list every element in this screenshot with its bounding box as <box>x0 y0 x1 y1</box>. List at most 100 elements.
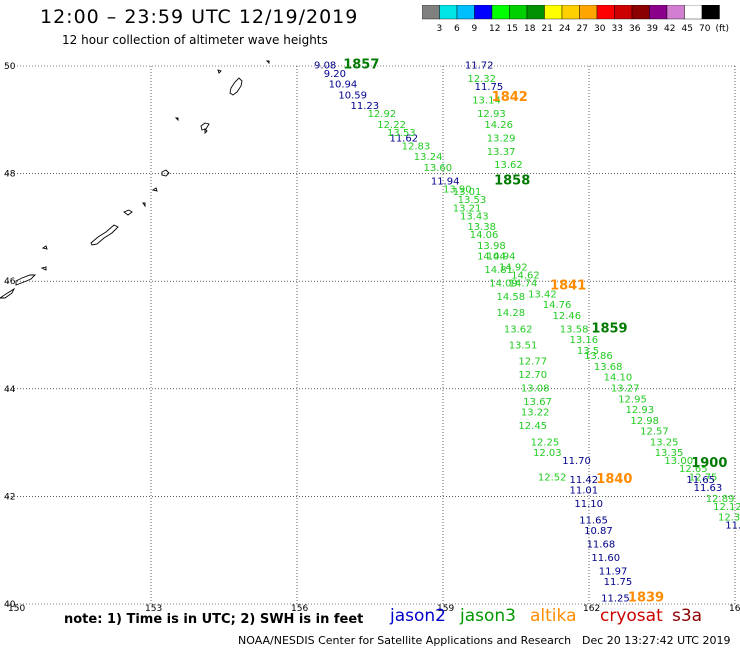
wave-height-value: 13.24 <box>414 152 443 163</box>
wave-height-value: 11.62 <box>389 133 418 144</box>
wave-height-value: 12.65 <box>679 464 708 475</box>
wave-height-value: 11.65 <box>686 475 715 486</box>
wave-height-value: 13.29 <box>487 133 516 144</box>
wave-height-value: 13.90 <box>443 184 472 195</box>
chart-subtitle: 12 hour collection of altimeter wave hei… <box>62 33 328 47</box>
satellite-legend-s3a: s3a <box>672 606 703 626</box>
wave-height-value: 11.42 <box>570 475 599 486</box>
wave-height-value: 12.98 <box>630 416 659 427</box>
island-shape <box>161 169 170 177</box>
island-shape <box>174 117 179 122</box>
wave-height-value: 13.37 <box>487 147 516 158</box>
wave-height-value: 12.52 <box>538 472 567 483</box>
y-tick-label: 46 <box>4 277 16 287</box>
island-shape <box>15 274 37 286</box>
wave-height-value: 12.75 <box>689 472 718 483</box>
wave-height-value: 12.46 <box>553 311 582 322</box>
wave-height-value: 14.04 <box>477 252 506 263</box>
pass-time-label: 1840 <box>596 472 632 487</box>
units-note: note: 1) Time is in UTC; 2) SWH is in fe… <box>64 612 364 627</box>
wave-height-value: 11.72 <box>465 61 494 72</box>
colorbar-tick-label: 6 <box>454 24 460 34</box>
wave-height-value: 12.37 <box>718 513 740 524</box>
wave-height-value: 13.98 <box>477 241 506 252</box>
wave-height-value: 13.62 <box>504 324 533 335</box>
wave-height-value: 14.10 <box>604 373 633 384</box>
wave-height-value: 9.20 <box>324 69 346 80</box>
island-shape <box>90 224 119 246</box>
wave-height-value: 13.14 <box>472 96 501 107</box>
y-tick-label: 40 <box>4 600 16 610</box>
island-shape <box>204 127 208 135</box>
wave-height-value: 11.70 <box>562 456 591 467</box>
satellite-legend-altika: altika <box>530 606 577 626</box>
colorbar-tick-label: 30 <box>594 24 606 34</box>
wave-height-value: 12.25 <box>531 437 560 448</box>
wave-height-tracks: 9.089.2010.9410.5911.2311.6211.9412.9212… <box>314 61 740 605</box>
wave-height-value: 12.70 <box>518 370 547 381</box>
island-shape <box>41 245 48 250</box>
wave-height-value: 10.87 <box>584 526 613 537</box>
wave-height-value: 14.74 <box>509 279 538 290</box>
colorbar-unit-label: (ft) <box>716 24 730 34</box>
wave-height-value: 11.01 <box>570 486 599 497</box>
wave-height-value: 13.08 <box>521 383 550 394</box>
wave-height-value: 14.62 <box>511 271 540 282</box>
wave-height-value: 14.58 <box>497 292 526 303</box>
wave-height-value: 13.42 <box>528 289 557 300</box>
wave-height-value: 12.93 <box>626 405 655 416</box>
wave-height-value: 14.81 <box>484 265 513 276</box>
pass-time-labels: 1857 1842 1858 1841 1859 1900 1840 1839 <box>343 58 727 606</box>
island-shape <box>200 122 210 131</box>
wave-height-value: 11.10 <box>574 499 603 510</box>
wave-height-value: 11.75 <box>475 82 504 93</box>
chart-title: 12:00 – 23:59 UTC 12/19/2019 <box>40 6 359 28</box>
wave-height-value: 11.75 <box>604 577 633 588</box>
pass-time-label: 1900 <box>691 456 727 471</box>
wave-height-value: 11.25 <box>601 593 630 604</box>
wave-height-value: 12.95 <box>618 394 647 405</box>
wave-height-value: 13.60 <box>424 163 453 174</box>
wave-height-value: 13.38 <box>467 222 496 233</box>
y-tick-label: 50 <box>4 62 16 72</box>
wave-height-value: 13.53 <box>458 195 487 206</box>
wave-height-value: 12.03 <box>533 448 562 459</box>
colorbar-tick-label: 24 <box>559 24 571 34</box>
wave-height-value: 12.12 <box>713 502 740 513</box>
wave-height-value: 13.67 <box>523 397 552 408</box>
wave-height-value: 14.94 <box>487 252 516 263</box>
x-tick-label: 159 <box>437 604 454 614</box>
wave-height-value: 14.06 <box>470 230 499 241</box>
wave-height-value: 11.63 <box>694 483 723 494</box>
island-shape <box>40 266 47 271</box>
pass-time-label: 1858 <box>494 173 530 188</box>
colorbar-tick-label: 27 <box>577 24 588 34</box>
island-shape <box>265 60 270 65</box>
wave-height-value: 13.53 <box>387 128 416 139</box>
colorbar-tick-label: 36 <box>629 24 641 34</box>
colorbar-tick-label: 33 <box>612 24 623 34</box>
y-tick-label: 42 <box>4 492 15 502</box>
pass-time-label: 1842 <box>492 90 528 105</box>
coastline-islands <box>0 60 270 299</box>
satellite-legend-cryosat: cryosat <box>600 606 663 626</box>
colorbar-tick-label: 3 <box>437 24 443 34</box>
wave-height-value: 9.08 <box>314 61 336 72</box>
y-tick-label: 48 <box>4 170 16 180</box>
satellite-legend-jason3: jason3 <box>460 606 516 626</box>
x-tick-label: 153 <box>145 604 162 614</box>
colorbar-tick-label: 70 <box>699 24 711 34</box>
island-shape <box>151 187 158 192</box>
x-tick-label: 150 <box>8 604 25 614</box>
axis-tick-labels: 150 153 156 159 162 165 50 48 46 44 42 40 <box>4 62 740 614</box>
wave-height-value: 14.09 <box>489 279 518 290</box>
pass-time-label: 1841 <box>550 278 586 293</box>
wave-height-value: 10.94 <box>329 80 358 91</box>
wave-height-value: 13.86 <box>584 351 613 362</box>
colorbar-tick-label: 15 <box>507 24 518 34</box>
wave-height-value: 13.22 <box>521 408 550 419</box>
island-shape <box>142 202 146 208</box>
wave-height-value: 12.45 <box>518 421 547 432</box>
island-shape <box>123 209 133 216</box>
